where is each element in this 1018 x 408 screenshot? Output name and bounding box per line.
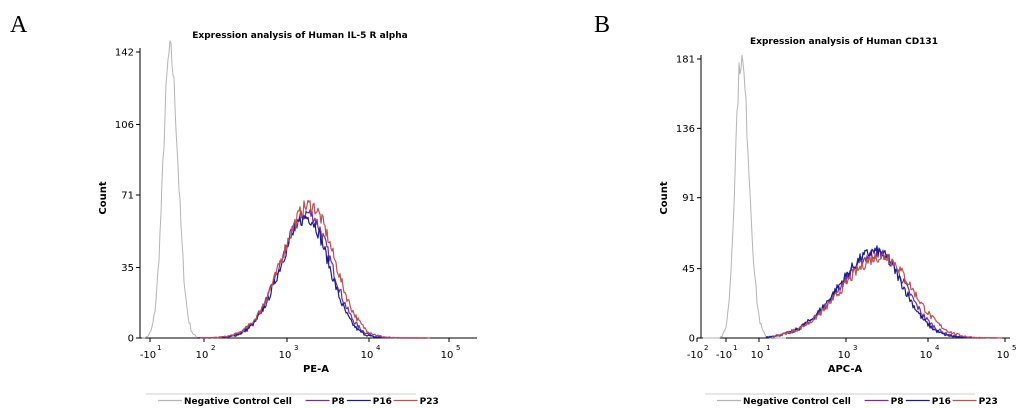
x-tick-label: -10 [140,350,156,361]
chart-title: Expression analysis of Human IL-5 R alph… [192,31,407,41]
legend-label: P16 [373,397,392,407]
x-tick-label: 10 [997,350,1010,361]
y-axis-label: Count [659,181,670,214]
legend-label: P23 [979,397,998,407]
x-tick-label: 10 [361,350,374,361]
x-tick-label: -10 [687,350,703,361]
histogram-series-p16 [197,214,427,339]
histogram-series-negative-control-cell [141,40,216,339]
x-tick-exponent: 4 [376,344,381,352]
x-tick-exponent: 5 [1012,344,1016,352]
y-axis-label: Count [98,181,109,214]
x-tick-exponent: 1 [766,344,770,352]
chart-legend: Negative Control Cell P8 P16 P23 [705,393,998,407]
x-tick-label: 10 [838,350,851,361]
histogram-series-p23 [771,253,1002,339]
panel-letter-a: A [10,12,28,38]
y-tick-label: 136 [676,124,695,135]
legend-label: P8 [332,397,345,407]
x-tick-exponent: 3 [853,344,857,352]
histogram-series-p8 [197,209,428,339]
x-tick-exponent: 2 [704,344,708,352]
histogram-chart-cd131: Expression analysis of Human CD131045911… [659,37,1016,407]
histogram-series-p23 [199,199,430,339]
legend-label: P16 [932,397,951,407]
y-tick-label: 106 [115,120,134,131]
x-tick-exponent: 5 [456,344,460,352]
x-tick-exponent: 2 [211,344,215,352]
histogram-series-p16 [765,245,997,339]
y-tick-label: 45 [682,264,695,275]
x-tick-label: 10 [751,350,764,361]
x-tick-label: 10 [920,350,933,361]
y-tick-label: 91 [682,193,695,204]
legend-label: Negative Control Cell [743,397,851,407]
x-tick-exponent: 4 [935,344,940,352]
histogram-chart-il5ra: Expression analysis of Human IL-5 R alph… [98,31,477,407]
x-tick-exponent: 1 [733,344,737,352]
chart-legend: Negative Control Cell P8 P16 P23 [146,393,439,407]
y-tick-label: 35 [121,263,134,274]
y-tick-label: 71 [121,191,134,202]
y-tick-label: 181 [676,55,695,66]
legend-label: Negative Control Cell [184,397,292,407]
histogram-series-negative-control-cell [703,54,786,339]
y-tick-label: 0 [128,334,134,345]
y-tick-label: 142 [115,48,134,59]
x-axis-label: APC-A [828,364,863,375]
legend-label: P8 [891,397,904,407]
x-tick-label: 10 [279,350,292,361]
y-tick-label: 0 [689,334,695,345]
x-tick-label: 10 [441,350,454,361]
panel-letter-b: B [594,12,611,38]
x-tick-exponent: 1 [157,344,161,352]
legend-label: P23 [420,397,439,407]
chart-title: Expression analysis of Human CD131 [750,37,938,47]
x-tick-label: -10 [716,350,732,361]
x-tick-exponent: 3 [294,344,298,352]
x-axis-label: PE-A [303,364,329,375]
x-tick-label: 10 [196,350,209,361]
